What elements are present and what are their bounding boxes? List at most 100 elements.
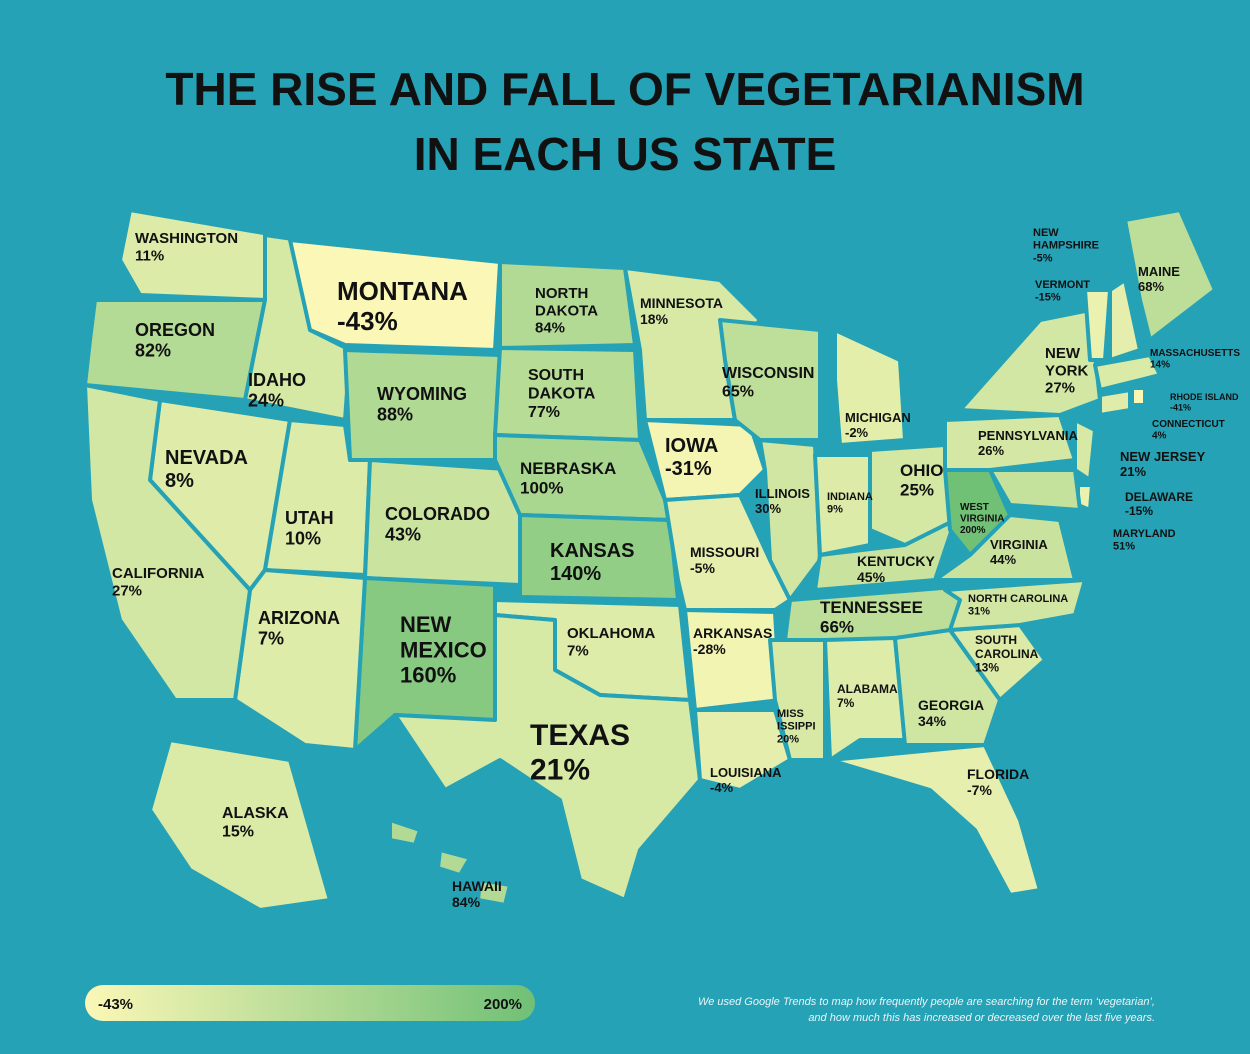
state-shape (118, 208, 277, 302)
state-value: 20% (777, 733, 799, 745)
state-name: KENTUCKY (857, 553, 935, 569)
state-name: NEW (400, 612, 452, 637)
state-name: NORTH (535, 285, 588, 302)
state-value: 43% (385, 525, 421, 545)
legend-bar (85, 985, 535, 1021)
state-value: 31% (968, 606, 990, 618)
state-name: DAKOTA (528, 385, 596, 402)
state-name: INDIANA (827, 491, 873, 503)
footnote-line: We used Google Trends to map how frequen… (698, 996, 1155, 1008)
state-name: VIRGINIA (990, 537, 1048, 552)
state-value: 18% (640, 311, 669, 327)
state-shape (813, 518, 957, 592)
state-name: FLORIDA (967, 766, 1029, 782)
state-value: 7% (258, 629, 284, 649)
state-name: ALABAMA (837, 682, 898, 696)
state-name: VERMONT (1035, 279, 1090, 291)
state-name: WYOMING (377, 384, 467, 404)
title-line: THE RISE AND FALL OF VEGETARIANISM (165, 63, 1084, 115)
state-value: -15% (1125, 504, 1153, 518)
state-value: -28% (693, 641, 726, 657)
state-name: ARIZONA (258, 608, 340, 628)
state-value: 7% (837, 696, 855, 710)
state-value: 45% (857, 569, 886, 585)
state-value: 77% (528, 404, 560, 421)
state-shape (393, 613, 702, 902)
state-name: HAMPSHIRE (1033, 240, 1099, 252)
state-name: MICHIGAN (845, 410, 911, 425)
state-shape (833, 328, 907, 447)
state-value: 14% (1150, 360, 1170, 371)
state-shape (1098, 388, 1132, 417)
state-value: -31% (665, 458, 712, 480)
state-value: 30% (755, 501, 781, 516)
state-value: -43% (337, 306, 398, 336)
state-shape (1108, 278, 1142, 362)
legend-min-label: -43% (98, 996, 133, 1013)
state-name: CONNECTICUT (1152, 419, 1225, 430)
state-value: 4% (1152, 431, 1167, 442)
state-shape (343, 348, 502, 462)
state-value: -41% (1170, 402, 1191, 412)
state-value: 82% (135, 341, 171, 361)
state-value: 140% (550, 563, 601, 585)
state-shape (83, 383, 252, 702)
state-name: HAWAII (452, 878, 502, 894)
title-line: IN EACH US STATE (414, 128, 837, 180)
state-shape (83, 298, 267, 402)
state-shape (148, 738, 332, 912)
state-value: -15% (1035, 292, 1061, 304)
state-name: RHODE ISLAND (1170, 392, 1239, 402)
state-name: ARKANSAS (693, 625, 772, 641)
state-name: OREGON (135, 320, 215, 340)
state-name: TENNESSEE (820, 598, 923, 617)
state-shape (1093, 353, 1162, 392)
state-name: MAINE (1138, 264, 1180, 279)
island (436, 848, 472, 877)
state-name: GEORGIA (918, 697, 984, 713)
state-value: 21% (530, 754, 590, 787)
state-value: 34% (918, 713, 947, 729)
state-shape (498, 260, 637, 350)
state-shape (813, 453, 872, 557)
state-shape (1083, 288, 1112, 362)
state-value: 88% (377, 405, 413, 425)
state-name: OKLAHOMA (567, 625, 655, 642)
state-name: MISS (777, 708, 804, 720)
state-value: 15% (222, 823, 254, 840)
state-value: 24% (248, 391, 284, 411)
state-name: ILLINOIS (755, 486, 810, 501)
state-name: MARYLAND (1113, 528, 1176, 540)
state-name: CALIFORNIA (112, 565, 205, 582)
state-shape (768, 638, 827, 762)
state-name: SOUTH (528, 367, 584, 384)
state-name: IOWA (665, 435, 718, 457)
state-name: OHIO (900, 461, 943, 480)
state-name: WASHINGTON (135, 230, 238, 247)
state-name: CAROLINA (975, 647, 1039, 661)
state-shape (823, 636, 907, 762)
state-value: 44% (990, 552, 1016, 567)
state-value: 7% (567, 642, 589, 659)
state-name: NEW (1045, 345, 1081, 362)
state-name: IDAHO (248, 370, 306, 390)
state-name: MONTANA (337, 276, 468, 306)
state-value: 68% (1138, 279, 1164, 294)
state-value: 51% (1113, 541, 1135, 553)
state-value: 200% (960, 525, 986, 536)
state-shape (388, 818, 422, 847)
state-value: 26% (978, 443, 1004, 458)
state-shape (1130, 386, 1147, 407)
state-name: DELAWARE (1125, 490, 1193, 504)
state-value: 160% (400, 663, 456, 688)
state-value: 27% (112, 582, 142, 599)
state-name: ALASKA (222, 805, 289, 822)
state-shape (693, 708, 792, 792)
state-name: KANSAS (550, 540, 634, 562)
state-value: 8% (165, 470, 194, 492)
island (476, 878, 512, 907)
state-shape (643, 418, 767, 502)
state-shape (288, 238, 502, 352)
